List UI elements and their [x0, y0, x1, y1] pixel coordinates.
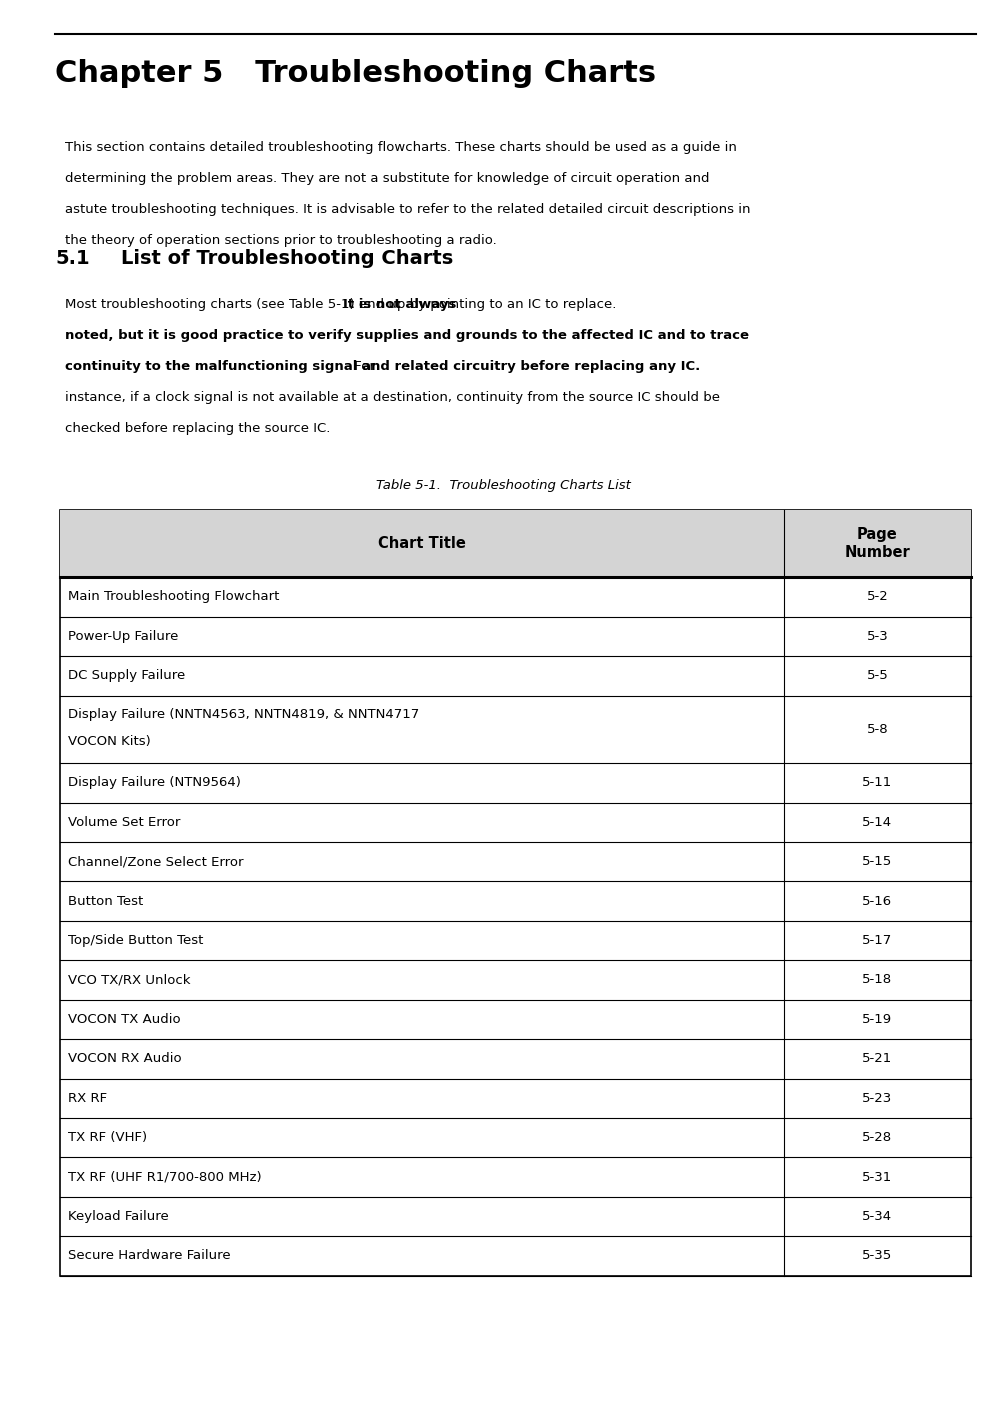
Text: 5.1: 5.1 — [55, 249, 90, 268]
Text: Secure Hardware Failure: Secure Hardware Failure — [68, 1249, 231, 1263]
Bar — [60, 510, 971, 1276]
Text: 5-17: 5-17 — [862, 934, 892, 948]
Text: TX RF (UHF R1/700-800 MHz): TX RF (UHF R1/700-800 MHz) — [68, 1170, 262, 1184]
Text: Volume Set Error: Volume Set Error — [68, 815, 181, 829]
Text: 5-8: 5-8 — [866, 722, 888, 736]
Text: the theory of operation sections prior to troubleshooting a radio.: the theory of operation sections prior t… — [65, 234, 497, 246]
Text: Main Troubleshooting Flowchart: Main Troubleshooting Flowchart — [68, 590, 280, 604]
Text: 5-18: 5-18 — [862, 973, 892, 987]
Text: 5-35: 5-35 — [862, 1249, 892, 1263]
Text: 5-5: 5-5 — [866, 669, 888, 683]
Text: Top/Side Button Test: Top/Side Button Test — [68, 934, 204, 948]
Text: 5-2: 5-2 — [866, 590, 888, 604]
Text: 5-21: 5-21 — [862, 1052, 892, 1066]
Text: Table 5-1.  Troubleshooting Charts List: Table 5-1. Troubleshooting Charts List — [375, 479, 631, 491]
Text: 5-16: 5-16 — [862, 894, 892, 908]
Text: Display Failure (NNTN4563, NNTN4819, & NNTN4717: Display Failure (NNTN4563, NNTN4819, & N… — [68, 708, 420, 721]
Text: 5-19: 5-19 — [862, 1012, 892, 1026]
Text: Chart Title: Chart Title — [378, 536, 466, 551]
Text: VOCON Kits): VOCON Kits) — [68, 735, 151, 748]
Text: instance, if a clock signal is not available at a destination, continuity from t: instance, if a clock signal is not avail… — [65, 391, 720, 404]
Text: RX RF: RX RF — [68, 1091, 108, 1105]
Text: List of Troubleshooting Charts: List of Troubleshooting Charts — [121, 249, 453, 268]
Text: VOCON TX Audio: VOCON TX Audio — [68, 1012, 181, 1026]
Text: Chapter 5   Troubleshooting Charts: Chapter 5 Troubleshooting Charts — [55, 59, 657, 89]
Text: Keyload Failure: Keyload Failure — [68, 1209, 169, 1224]
Text: DC Supply Failure: DC Supply Failure — [68, 669, 186, 683]
Text: 5-28: 5-28 — [862, 1131, 892, 1145]
Text: checked before replacing the source IC.: checked before replacing the source IC. — [65, 422, 331, 435]
Text: 5-11: 5-11 — [862, 776, 892, 790]
Bar — [60, 510, 971, 577]
Text: determining the problem areas. They are not a substitute for knowledge of circui: determining the problem areas. They are … — [65, 172, 710, 184]
Text: Most troubleshooting charts (see Table 5-1) end up by pointing to an IC to repla: Most troubleshooting charts (see Table 5… — [65, 298, 621, 311]
Text: 5-34: 5-34 — [862, 1209, 892, 1224]
Text: 5-14: 5-14 — [862, 815, 892, 829]
Text: 5-23: 5-23 — [862, 1091, 892, 1105]
Text: TX RF (VHF): TX RF (VHF) — [68, 1131, 148, 1145]
Text: Button Test: Button Test — [68, 894, 144, 908]
Text: It is not always: It is not always — [343, 298, 457, 311]
Text: Page
Number: Page Number — [845, 527, 910, 560]
Text: noted, but it is good practice to verify supplies and grounds to the affected IC: noted, but it is good practice to verify… — [65, 329, 749, 342]
Text: 5-31: 5-31 — [862, 1170, 892, 1184]
Text: 5-3: 5-3 — [866, 629, 888, 643]
Text: continuity to the malfunctioning signal and related circuitry before replacing a: continuity to the malfunctioning signal … — [65, 360, 700, 373]
Text: VOCON RX Audio: VOCON RX Audio — [68, 1052, 182, 1066]
Text: This section contains detailed troubleshooting flowcharts. These charts should b: This section contains detailed troublesh… — [65, 141, 737, 153]
Text: VCO TX/RX Unlock: VCO TX/RX Unlock — [68, 973, 191, 987]
Text: 5-15: 5-15 — [862, 855, 892, 869]
Text: astute troubleshooting techniques. It is advisable to refer to the related detai: astute troubleshooting techniques. It is… — [65, 203, 750, 215]
Text: Power-Up Failure: Power-Up Failure — [68, 629, 179, 643]
Text: For: For — [350, 360, 375, 373]
Text: Channel/Zone Select Error: Channel/Zone Select Error — [68, 855, 243, 869]
Text: Display Failure (NTN9564): Display Failure (NTN9564) — [68, 776, 241, 790]
